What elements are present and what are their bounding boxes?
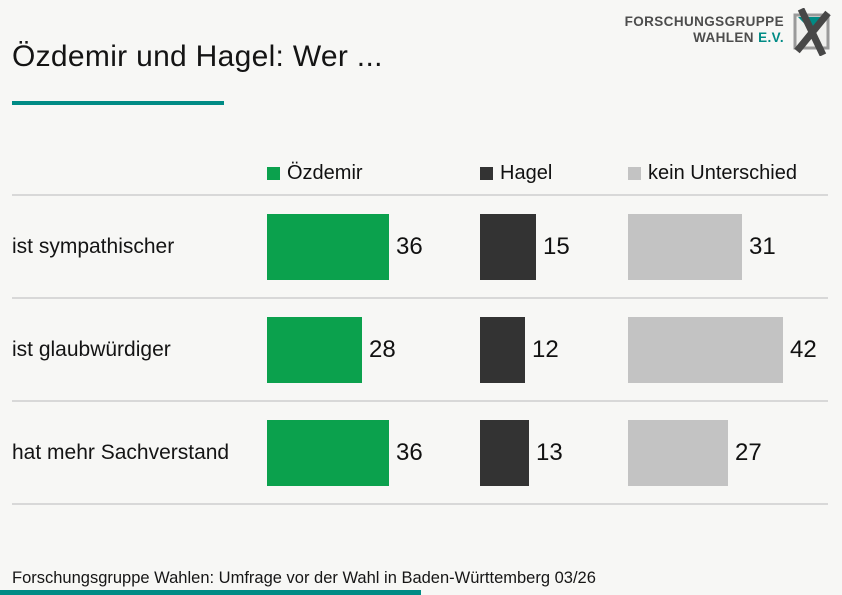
legend-label: Özdemir [287, 162, 363, 184]
bar-value: 13 [536, 438, 563, 466]
bar-cell-hagel: 12 [480, 316, 628, 383]
bar-cell-kein-unterschied: 27 [628, 419, 828, 486]
row-label: hat mehr Sachverstand [12, 441, 230, 464]
chart-rows: ist sympathischer 36 15 31 ist glaubwürdiger… [0, 194, 842, 505]
bar-value: 31 [749, 232, 776, 260]
forschungsgruppe-wahlen-logo: FORSCHUNGSGRUPPE WAHLEN E.V. [625, 8, 834, 56]
bar [628, 419, 728, 486]
bar-value: 28 [369, 335, 396, 363]
logo-text: FORSCHUNGSGRUPPE WAHLEN E.V. [625, 8, 784, 46]
bar-value: 15 [543, 232, 570, 260]
bar-value: 27 [735, 438, 762, 466]
row-separator [12, 297, 828, 299]
bar-value: 12 [532, 335, 559, 363]
chart-row: hat mehr Sachverstand 36 13 27 [0, 402, 842, 503]
chart-legend: Özdemir Hagel kein Unterschied [0, 162, 842, 185]
logo-line1: FORSCHUNGSGRUPPE [624, 14, 784, 29]
bar-cell-özdemir: 36 [267, 419, 480, 486]
bar [628, 213, 742, 280]
legend-item-oezdemir: Özdemir [267, 162, 480, 185]
legend-swatch-kein-unterschied [628, 167, 641, 180]
bar [480, 213, 536, 280]
bar-cell-hagel: 13 [480, 419, 628, 486]
logo-ev: E.V. [758, 30, 784, 45]
source-note: Forschungsgruppe Wahlen: Umfrage vor der… [12, 569, 596, 587]
bar [267, 213, 389, 280]
bar-cell-özdemir: 28 [267, 316, 480, 383]
bar-cell-hagel: 15 [480, 213, 628, 280]
row-label: ist glaubwürdiger [12, 338, 171, 361]
legend-label: Hagel [500, 162, 553, 184]
row-separator [12, 400, 828, 402]
bar [480, 419, 529, 486]
bar [628, 316, 783, 383]
chart-row: ist sympathischer 36 15 31 [0, 196, 842, 297]
row-separator [12, 503, 828, 505]
bar [267, 316, 362, 383]
row-label: ist sympathischer [12, 235, 175, 258]
bar-cell-özdemir: 36 [267, 213, 480, 280]
bar [480, 316, 525, 383]
legend-swatch-hagel [480, 167, 493, 180]
legend-swatch-oezdemir [267, 167, 280, 180]
bar-value: 42 [790, 335, 817, 363]
legend-label: kein Unterschied [648, 162, 797, 184]
title-underline [12, 101, 224, 105]
bar-cell-kein-unterschied: 42 [628, 316, 828, 383]
chart-row: ist glaubwürdiger 28 12 42 [0, 299, 842, 400]
legend-item-kein-unterschied: kein Unterschied [628, 162, 828, 185]
bar-value: 36 [396, 438, 423, 466]
page-title: Özdemir und Hagel: Wer ... [12, 40, 383, 73]
bar-value: 36 [396, 232, 423, 260]
bar-cell-kein-unterschied: 31 [628, 213, 828, 280]
logo-line2: WAHLEN E.V. [693, 30, 784, 45]
row-separator [12, 194, 828, 196]
bar [267, 419, 389, 486]
ballot-x-icon [793, 8, 831, 56]
legend-item-hagel: Hagel [480, 162, 628, 185]
bottom-accent-bar [0, 590, 421, 595]
